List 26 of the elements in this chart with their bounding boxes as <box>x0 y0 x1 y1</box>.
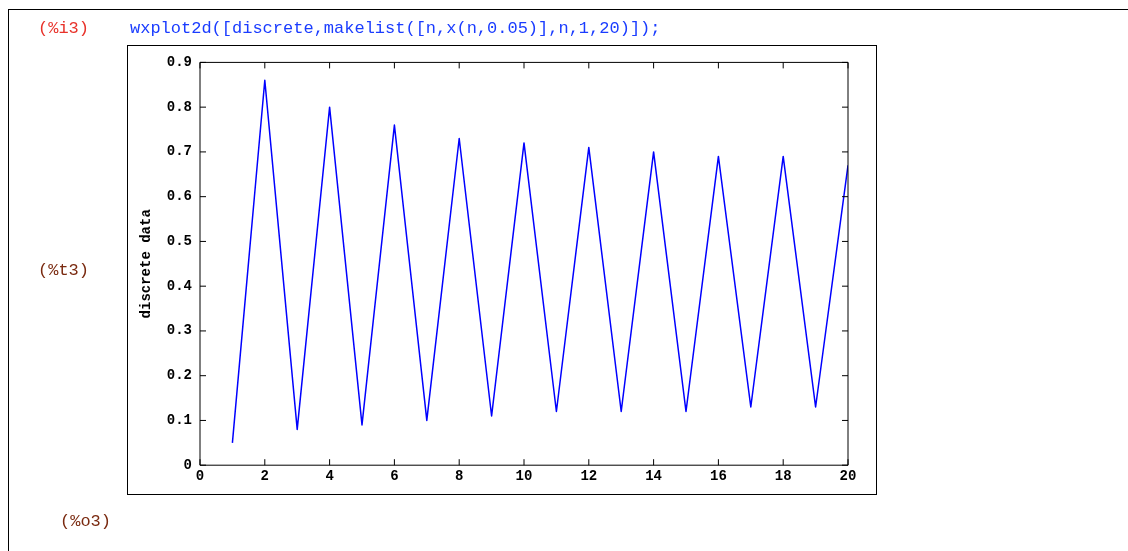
x-tick-label: 4 <box>325 468 334 485</box>
text: (%t3) <box>38 261 90 280</box>
y-tick-label: 0.3 <box>166 322 192 339</box>
text: (%i3) <box>38 19 90 38</box>
x-tick-label: 14 <box>645 468 663 485</box>
x-tick-label: 18 <box>774 468 792 485</box>
y-tick-label: 0.8 <box>166 98 192 115</box>
x-tick-label: 12 <box>580 468 598 485</box>
chart-title: wxplot2d([discrete,makelist([n,x(n,0.05)],n,1,20)]); <box>130 19 661 38</box>
y-tick-label: 0.1 <box>166 411 192 428</box>
x-tick-label: 16 <box>709 468 727 485</box>
y-tick-label: 0.6 <box>166 188 192 205</box>
x-tick-label: 0 <box>195 468 205 485</box>
y-tick-label: 0 <box>183 456 192 473</box>
x-tick-label: 2 <box>260 468 270 485</box>
y-axis-title: discrete data <box>137 208 154 319</box>
x-tick-label: 10 <box>515 468 533 485</box>
x-tick-label: 8 <box>455 468 464 485</box>
text: (%o3) <box>60 512 112 531</box>
x-tick-label: 20 <box>839 468 857 485</box>
y-tick-label: 0.7 <box>166 143 192 160</box>
y-tick-label: 0.9 <box>166 53 192 70</box>
y-tick-label: 0.4 <box>166 277 192 294</box>
x-tick-label: 6 <box>390 468 399 485</box>
y-tick-label: 0.5 <box>166 232 192 249</box>
y-tick-label: 0.2 <box>166 367 192 384</box>
